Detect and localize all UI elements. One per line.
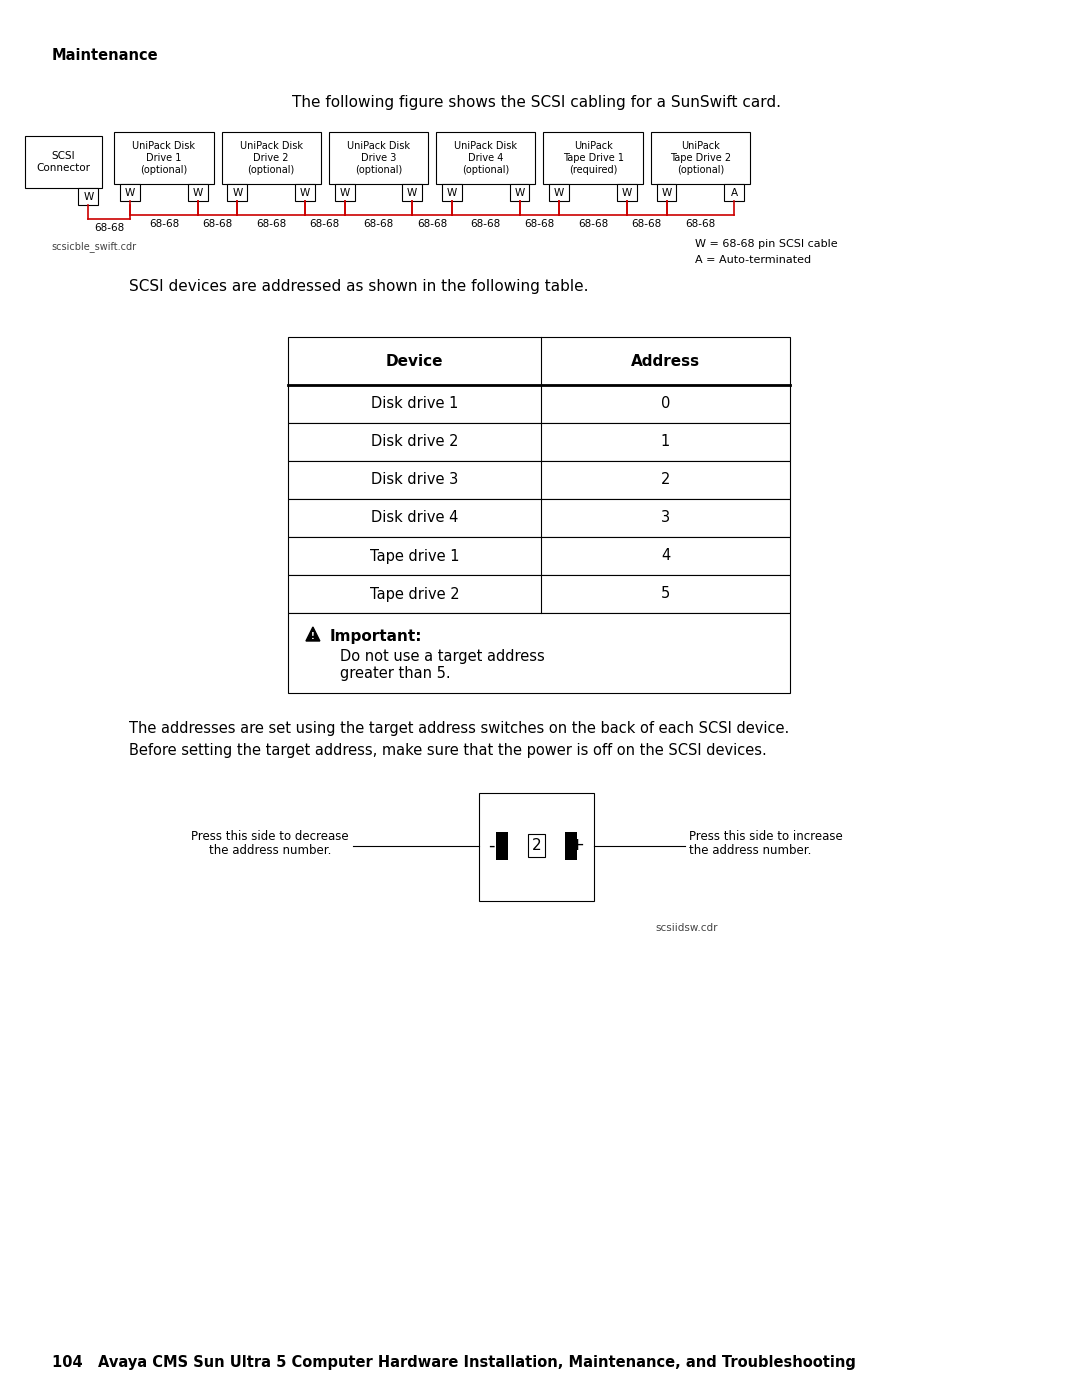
Text: 68-68: 68-68: [149, 219, 179, 229]
Text: UniPack
Tape Drive 2
(optional): UniPack Tape Drive 2 (optional): [670, 141, 731, 175]
Bar: [480, 793, 594, 901]
Text: Tape drive 2: Tape drive 2: [370, 587, 459, 602]
Text: 68-68: 68-68: [94, 224, 124, 233]
Bar: [650, 131, 750, 184]
Bar: [288, 423, 789, 461]
Text: A: A: [730, 187, 738, 197]
Text: Disk drive 3: Disk drive 3: [372, 472, 458, 488]
Bar: [25, 136, 103, 189]
Text: W: W: [407, 187, 417, 197]
Text: +: +: [569, 837, 584, 855]
Text: Do not use a target address
greater than 5.: Do not use a target address greater than…: [340, 650, 544, 682]
Bar: [288, 499, 789, 536]
Text: 68-68: 68-68: [578, 219, 608, 229]
Bar: [295, 184, 315, 201]
Text: W: W: [661, 187, 672, 197]
Text: W: W: [554, 187, 565, 197]
Text: The addresses are set using the target address switches on the back of each SCSI: The addresses are set using the target a…: [130, 721, 789, 736]
Text: 4: 4: [661, 549, 671, 563]
Bar: [288, 536, 789, 576]
Text: 68-68: 68-68: [256, 219, 286, 229]
Bar: [288, 576, 789, 613]
Text: Disk drive 4: Disk drive 4: [372, 510, 458, 525]
Text: 3: 3: [661, 510, 670, 525]
Bar: [657, 184, 676, 201]
Text: Device: Device: [386, 353, 444, 369]
Text: 68-68: 68-68: [632, 219, 662, 229]
Text: Address: Address: [631, 353, 700, 369]
Text: 68-68: 68-68: [524, 219, 554, 229]
Text: The following figure shows the SCSI cabling for a SunSwift card.: The following figure shows the SCSI cabl…: [292, 95, 781, 110]
Text: 68-68: 68-68: [363, 219, 393, 229]
Text: -: -: [488, 837, 495, 855]
Text: W: W: [83, 191, 94, 201]
Text: W: W: [125, 187, 135, 197]
Bar: [120, 184, 140, 201]
Bar: [221, 131, 321, 184]
Text: Tape drive 1: Tape drive 1: [370, 549, 459, 563]
Text: W: W: [622, 187, 632, 197]
Text: Disk drive 1: Disk drive 1: [372, 397, 458, 412]
Text: A = Auto-terminated: A = Auto-terminated: [696, 256, 811, 265]
Polygon shape: [306, 627, 320, 641]
Text: W: W: [300, 187, 310, 197]
Text: 68-68: 68-68: [471, 219, 501, 229]
Text: scsiidsw.cdr: scsiidsw.cdr: [656, 923, 718, 933]
Text: SCSI devices are addressed as shown in the following table.: SCSI devices are addressed as shown in t…: [130, 279, 589, 293]
Text: Press this side to decrease
the address number.: Press this side to decrease the address …: [191, 830, 349, 858]
Text: 68-68: 68-68: [202, 219, 232, 229]
Bar: [288, 613, 789, 693]
Text: 5: 5: [661, 587, 671, 602]
Text: 2: 2: [661, 472, 671, 488]
Bar: [442, 184, 462, 201]
Text: 0: 0: [661, 397, 671, 412]
Text: 68-68: 68-68: [685, 219, 715, 229]
Bar: [617, 184, 637, 201]
Bar: [510, 184, 529, 201]
Bar: [288, 337, 789, 386]
Text: 1: 1: [661, 434, 671, 450]
Bar: [496, 831, 508, 859]
Bar: [328, 131, 428, 184]
Bar: [725, 184, 744, 201]
Bar: [550, 184, 569, 201]
Text: Disk drive 2: Disk drive 2: [370, 434, 459, 450]
Text: W: W: [232, 187, 243, 197]
Bar: [335, 184, 354, 201]
Bar: [436, 131, 536, 184]
Text: 2: 2: [531, 838, 541, 854]
Text: Before setting the target address, make sure that the power is off on the SCSI d: Before setting the target address, make …: [130, 743, 767, 759]
Text: UniPack
Tape Drive 1
(required): UniPack Tape Drive 1 (required): [563, 141, 623, 175]
Text: W = 68-68 pin SCSI cable: W = 68-68 pin SCSI cable: [696, 239, 838, 249]
Text: UniPack Disk
Drive 2
(optional): UniPack Disk Drive 2 (optional): [240, 141, 302, 175]
Text: SCSI
Connector: SCSI Connector: [37, 151, 91, 173]
Text: Press this side to increase
the address number.: Press this side to increase the address …: [689, 830, 843, 858]
Bar: [288, 461, 789, 499]
Text: 68-68: 68-68: [417, 219, 447, 229]
Text: !: !: [311, 631, 315, 641]
Text: W: W: [339, 187, 350, 197]
Text: W: W: [514, 187, 525, 197]
Bar: [228, 184, 247, 201]
Text: Important:: Important:: [329, 629, 422, 644]
Text: W: W: [447, 187, 457, 197]
Bar: [403, 184, 422, 201]
Text: Maintenance: Maintenance: [52, 47, 159, 63]
Bar: [188, 184, 207, 201]
Bar: [114, 131, 214, 184]
Text: UniPack Disk
Drive 4
(optional): UniPack Disk Drive 4 (optional): [455, 141, 517, 175]
Text: UniPack Disk
Drive 3
(optional): UniPack Disk Drive 3 (optional): [347, 141, 410, 175]
Bar: [288, 386, 789, 423]
Bar: [565, 831, 577, 859]
Bar: [79, 189, 98, 205]
Text: scsicble_swift.cdr: scsicble_swift.cdr: [52, 242, 137, 251]
Text: 68-68: 68-68: [310, 219, 340, 229]
Bar: [543, 131, 643, 184]
Text: UniPack Disk
Drive 1
(optional): UniPack Disk Drive 1 (optional): [133, 141, 195, 175]
Text: 104   Avaya CMS Sun Ultra 5 Computer Hardware Installation, Maintenance, and Tro: 104 Avaya CMS Sun Ultra 5 Computer Hardw…: [52, 1355, 855, 1370]
Text: W: W: [192, 187, 203, 197]
